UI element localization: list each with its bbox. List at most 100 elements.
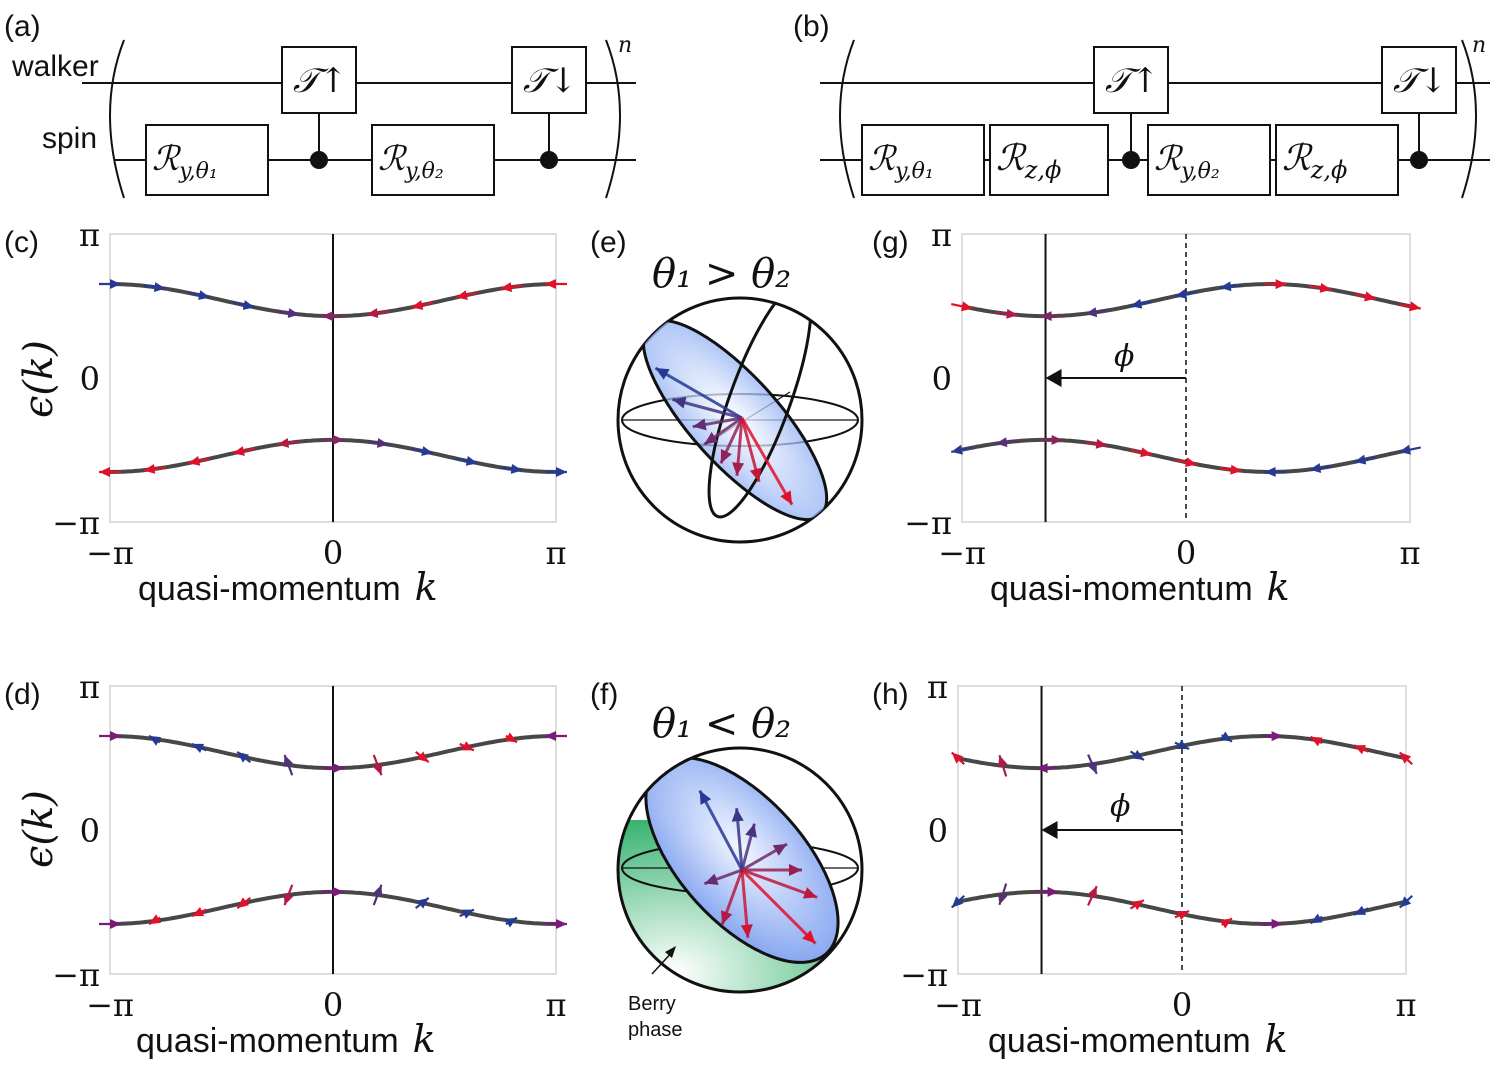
spin-arrowhead-h <box>1176 739 1190 750</box>
ytick-g-2: −π <box>904 504 952 542</box>
spin-arrowhead-d <box>504 732 517 743</box>
spin-arrowhead-d <box>556 918 567 929</box>
xtick-d-0: −π <box>86 986 134 1024</box>
spin-arrowhead-c <box>376 437 389 448</box>
xlabel-c: quasi-momentum k <box>138 565 438 609</box>
sphere-vector-head <box>732 462 745 476</box>
bloch-sphere-f: θ₁ < θ₂ Berry phase <box>616 701 864 1041</box>
band-plot-h: −π 0 π π 0 −π <box>900 668 1416 1024</box>
spin-arrowhead-c <box>556 466 567 477</box>
spin-arrowhead-d <box>416 897 429 909</box>
spin-arrowhead-d <box>149 735 162 746</box>
ytick-c-0: π <box>79 216 100 254</box>
spin-arrowhead-c <box>366 308 379 319</box>
sphere-vector-head <box>802 930 816 944</box>
gate-ry1-b <box>861 124 985 196</box>
gate-ry1-a-text: ℛy,θ₁ <box>152 139 218 184</box>
spin-arrowhead-g <box>1051 434 1063 445</box>
sphere-title-f: θ₁ < θ₂ <box>652 701 791 747</box>
gate-tdown-a-text: 𝒯↓ <box>523 61 578 101</box>
panel-label-g: (g) <box>872 226 909 259</box>
spin-vectors-f <box>698 789 818 945</box>
control-dot-tup-a <box>310 151 328 169</box>
ytick-h-0: π <box>927 668 948 706</box>
spin-arrowhead-c <box>277 437 290 448</box>
phi-arrowhead-g <box>1045 369 1062 387</box>
gate-rz1-b-text: ℛz,ϕ <box>996 138 1061 184</box>
spin-arrowhead-c <box>153 282 166 293</box>
control-dot-tdown-b <box>1410 151 1428 169</box>
spin-arrowhead-g <box>1309 463 1322 473</box>
sphere-vector-head <box>672 396 687 409</box>
spin-arrowhead-d <box>110 731 121 742</box>
spin-arrowhead-g <box>1399 444 1412 455</box>
spin-arrowhead-d <box>192 743 205 753</box>
spin-arrowhead-g <box>1095 438 1108 449</box>
gate-ry2-b-text: ℛy,θ₂ <box>1154 139 1220 184</box>
panel-label-h: (h) <box>872 678 909 711</box>
spin-arrowhead-h <box>1176 910 1190 921</box>
spin-arrowhead-c <box>456 290 468 301</box>
ytick-c-1: 0 <box>80 360 100 398</box>
ylabel-c: ϵ(k) <box>16 340 62 418</box>
berry-label-line2: phase <box>628 1019 683 1041</box>
spin-arrowhead-c <box>233 446 245 456</box>
ytick-g-1: 0 <box>932 360 952 398</box>
spin-arrowhead-d <box>545 731 556 742</box>
spin-arrowhead-g <box>1319 283 1332 293</box>
sphere-vector <box>740 868 817 945</box>
sphere-vector-head <box>692 418 707 431</box>
ytick-d-2: −π <box>52 956 100 994</box>
xlabel-d: quasi-momentum k <box>136 1017 436 1061</box>
spin-arrowhead-h <box>1399 896 1412 908</box>
band-plot-d: −π 0 π π 0 −π <box>52 668 567 1024</box>
sphere-vector-head <box>655 368 670 380</box>
sphere-vector-head <box>699 790 712 805</box>
spin-arrowhead-g <box>1408 301 1421 312</box>
xtick-c-2: π <box>545 534 566 572</box>
spin-arrowhead-d <box>333 763 344 774</box>
spin-arrowhead-g <box>1354 454 1367 465</box>
band-plot-g: −π 0 π π 0 −π <box>904 216 1421 572</box>
paren-open-a <box>109 39 125 199</box>
spin-arrowhead-g <box>1040 311 1052 322</box>
panel-label-b: (b) <box>793 10 830 43</box>
sphere-title-e: θ₁ > θ₂ <box>652 251 791 297</box>
spin-arrowhead-c <box>421 446 433 456</box>
xlabel-h: quasi-momentum k <box>988 1017 1288 1061</box>
xtick-d-2: π <box>545 986 566 1024</box>
control-dot-tdown-a <box>540 151 558 169</box>
spin-label-a: spin <box>42 122 97 155</box>
spin-arrowhead-g <box>995 437 1008 448</box>
sphere-vector-head <box>740 924 753 938</box>
spin-arrowhead-d <box>372 884 383 897</box>
spin-arrowhead-c <box>110 279 121 290</box>
spin-arrowhead-c <box>500 282 513 293</box>
spin-arrowhead-c <box>188 455 201 466</box>
xtick-h-1: 0 <box>1172 986 1192 1024</box>
sphere-vector <box>654 366 743 420</box>
gate-ry1-a <box>145 124 269 196</box>
phi-arrowhead-h <box>1041 821 1058 839</box>
gate-tup-b-text: 𝒯↑ <box>1105 61 1160 101</box>
panel-label-e: (e) <box>590 226 627 259</box>
spin-arrowhead-d <box>333 886 344 897</box>
spin-arrowhead-h <box>1271 918 1283 929</box>
spin-arrowhead-g <box>1219 281 1232 292</box>
sphere-vector-head <box>720 910 733 925</box>
spin-arrowhead-c <box>287 308 300 319</box>
sphere-vector <box>698 789 744 871</box>
band-plot-c: −π 0 π π 0 −π <box>52 216 567 572</box>
spin-arrowhead-c <box>322 311 333 322</box>
gate-rz2-b <box>1275 124 1399 196</box>
spin-arrowhead-g <box>1364 291 1376 302</box>
spin-arrowhead-c <box>143 463 156 474</box>
spin-arrowhead-d <box>283 754 294 767</box>
spin-arrowhead-h <box>998 892 1008 905</box>
spin-arrowhead-g <box>1275 279 1287 290</box>
xtick-h-0: −π <box>934 986 982 1024</box>
ytick-c-2: −π <box>52 504 100 542</box>
sphere-vector-head <box>720 448 732 464</box>
xtick-g-2: π <box>1399 534 1420 572</box>
spin-arrowhead-d <box>237 751 250 763</box>
